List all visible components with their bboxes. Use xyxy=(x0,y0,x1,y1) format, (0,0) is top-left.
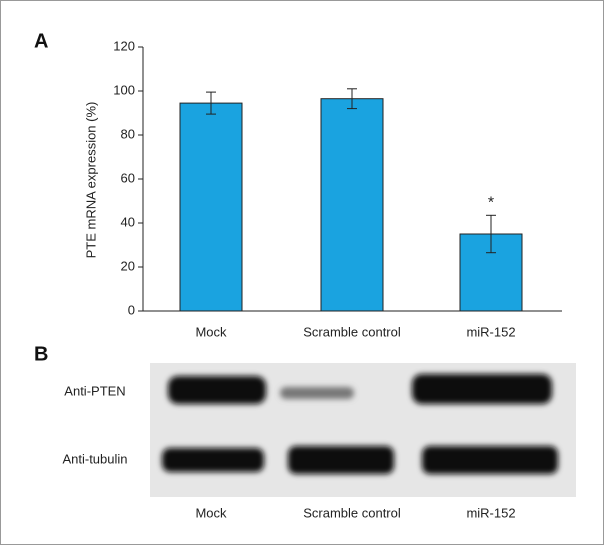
y-tick-label: 80 xyxy=(121,126,135,141)
lane-label: Scramble control xyxy=(303,505,401,520)
x-tick-label: Mock xyxy=(195,324,227,339)
lane-label: Mock xyxy=(195,505,227,520)
y-tick-label: 100 xyxy=(113,82,135,97)
band xyxy=(412,374,552,404)
band xyxy=(162,448,264,472)
figure: A PTE mRNA expression (%) B 0 20 40 60 80 100… xyxy=(0,0,604,545)
x-tick-label: miR-152 xyxy=(466,324,515,339)
band xyxy=(288,446,394,474)
x-tick-label: Scramble control xyxy=(303,324,401,339)
y-tick-label: 60 xyxy=(121,170,135,185)
panel-label: A xyxy=(34,30,48,52)
band xyxy=(280,387,354,399)
y-tick-label: 20 xyxy=(121,258,135,273)
band xyxy=(168,376,266,404)
y-tick-label: 120 xyxy=(113,38,135,53)
y-tick-label: 40 xyxy=(121,214,135,229)
row-label: Anti-PTEN xyxy=(64,383,125,398)
y-axis-label: PTE mRNA expression (%) xyxy=(83,102,98,259)
row-label: Anti-tubulin xyxy=(62,451,127,466)
y-tick-label: 0 xyxy=(128,302,135,317)
bar xyxy=(321,99,383,311)
panel-label: B xyxy=(34,343,48,365)
lane-label: miR-152 xyxy=(466,505,515,520)
band xyxy=(422,446,558,474)
bar xyxy=(180,103,242,311)
significance-mark: * xyxy=(488,195,494,212)
